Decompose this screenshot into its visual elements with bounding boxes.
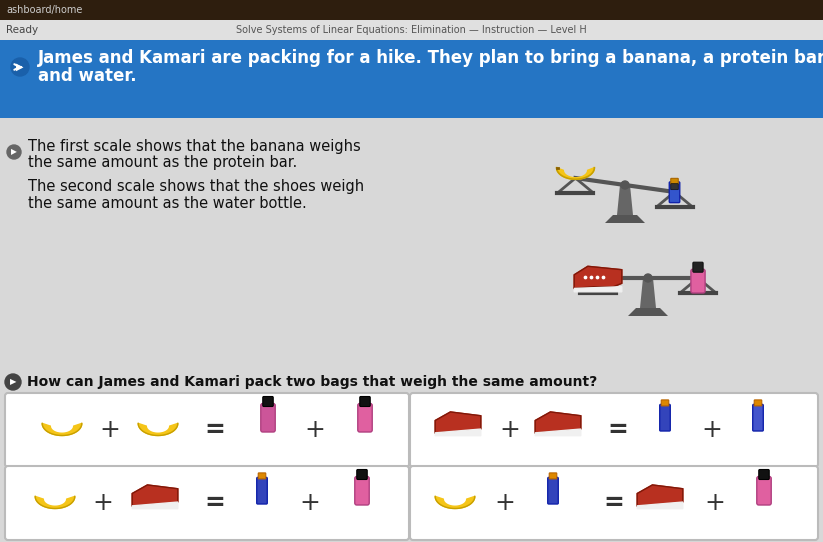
FancyBboxPatch shape xyxy=(261,403,275,432)
Text: ▶: ▶ xyxy=(16,62,24,72)
Text: =: = xyxy=(603,491,625,515)
Text: ▶: ▶ xyxy=(11,147,17,157)
Polygon shape xyxy=(535,412,581,433)
FancyBboxPatch shape xyxy=(5,466,409,540)
Text: The first scale shows that the banana weighs: The first scale shows that the banana we… xyxy=(28,139,360,153)
Text: James and Kamari are packing for a hike. They plan to bring a banana, a protein : James and Kamari are packing for a hike.… xyxy=(38,49,823,67)
Polygon shape xyxy=(637,485,683,506)
Polygon shape xyxy=(42,423,81,435)
Text: +: + xyxy=(300,491,320,515)
FancyBboxPatch shape xyxy=(690,269,705,293)
Polygon shape xyxy=(556,167,594,179)
FancyBboxPatch shape xyxy=(0,40,823,118)
FancyBboxPatch shape xyxy=(660,404,670,431)
FancyBboxPatch shape xyxy=(759,469,770,480)
Circle shape xyxy=(7,145,21,159)
Text: =: = xyxy=(607,418,629,442)
FancyBboxPatch shape xyxy=(757,476,771,505)
Polygon shape xyxy=(435,429,481,436)
Text: Ready: Ready xyxy=(6,25,38,35)
Polygon shape xyxy=(617,185,633,215)
Circle shape xyxy=(11,58,29,76)
FancyBboxPatch shape xyxy=(0,0,823,20)
Text: the same amount as the protein bar.: the same amount as the protein bar. xyxy=(28,156,297,171)
Polygon shape xyxy=(628,308,668,316)
Polygon shape xyxy=(640,278,656,308)
FancyBboxPatch shape xyxy=(548,478,558,504)
FancyBboxPatch shape xyxy=(0,118,823,542)
Polygon shape xyxy=(133,502,178,509)
FancyBboxPatch shape xyxy=(258,473,266,479)
Polygon shape xyxy=(605,215,645,223)
Polygon shape xyxy=(133,485,178,506)
Text: +: + xyxy=(495,491,515,515)
Polygon shape xyxy=(535,429,581,436)
Text: The second scale shows that the shoes weigh: The second scale shows that the shoes we… xyxy=(28,178,364,193)
Polygon shape xyxy=(574,287,622,292)
FancyBboxPatch shape xyxy=(669,182,680,203)
FancyBboxPatch shape xyxy=(754,400,762,406)
FancyBboxPatch shape xyxy=(410,466,818,540)
FancyBboxPatch shape xyxy=(257,478,267,504)
FancyBboxPatch shape xyxy=(693,262,703,272)
Text: +: + xyxy=(305,418,325,442)
FancyBboxPatch shape xyxy=(753,404,763,431)
FancyBboxPatch shape xyxy=(671,184,678,190)
Text: +: + xyxy=(704,491,725,515)
FancyBboxPatch shape xyxy=(357,469,367,480)
Text: ▶: ▶ xyxy=(10,377,16,386)
Polygon shape xyxy=(435,496,475,508)
Circle shape xyxy=(621,181,629,189)
Text: =: = xyxy=(205,491,226,515)
FancyBboxPatch shape xyxy=(671,178,678,184)
Text: +: + xyxy=(92,491,114,515)
Text: ashboard/home: ashboard/home xyxy=(6,5,82,15)
FancyBboxPatch shape xyxy=(0,20,823,40)
Text: How can James and Kamari pack two bags that weigh the same amount?: How can James and Kamari pack two bags t… xyxy=(27,375,597,389)
Polygon shape xyxy=(35,496,75,508)
Text: +: + xyxy=(500,418,520,442)
Text: the same amount as the water bottle.: the same amount as the water bottle. xyxy=(28,196,307,210)
FancyBboxPatch shape xyxy=(360,397,370,406)
FancyBboxPatch shape xyxy=(5,393,409,467)
Text: +: + xyxy=(701,418,723,442)
Polygon shape xyxy=(574,266,622,288)
FancyBboxPatch shape xyxy=(410,393,818,467)
FancyBboxPatch shape xyxy=(661,400,669,406)
Text: Solve Systems of Linear Equations: Elimination — Instruction — Level H: Solve Systems of Linear Equations: Elimi… xyxy=(235,25,586,35)
Circle shape xyxy=(644,274,652,282)
FancyBboxPatch shape xyxy=(358,403,372,432)
Polygon shape xyxy=(637,502,683,509)
FancyBboxPatch shape xyxy=(355,476,370,505)
Text: +: + xyxy=(100,418,120,442)
Circle shape xyxy=(5,374,21,390)
Polygon shape xyxy=(435,412,481,433)
Polygon shape xyxy=(138,423,178,435)
FancyBboxPatch shape xyxy=(549,473,557,479)
Text: and water.: and water. xyxy=(38,67,137,85)
Text: =: = xyxy=(205,418,226,442)
FancyBboxPatch shape xyxy=(263,397,273,406)
